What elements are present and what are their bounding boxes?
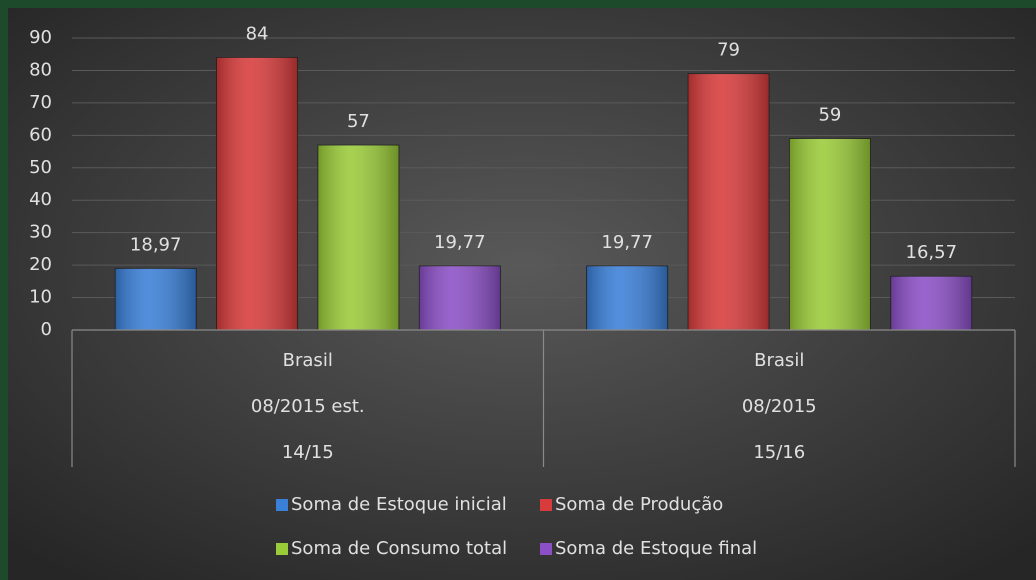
x-tick-label: 14/15: [282, 442, 334, 463]
legend-swatch: [276, 499, 288, 511]
data-label: 16,57: [906, 242, 958, 263]
y-tick-label: 40: [29, 189, 52, 210]
y-tick-label: 80: [29, 59, 52, 80]
y-tick-label: 70: [29, 92, 52, 113]
y-tick-label: 20: [29, 254, 52, 275]
x-tick-label: Brasil: [754, 350, 804, 371]
data-label: 59: [818, 105, 841, 126]
x-tick-label: Brasil: [283, 350, 333, 371]
bar-shine: [317, 145, 399, 330]
bar-shine: [419, 265, 501, 330]
x-tick-label: 15/16: [753, 442, 805, 463]
y-tick-label: 30: [29, 222, 52, 243]
y-tick-label: 50: [29, 157, 52, 178]
bar-shine: [586, 265, 668, 330]
y-tick-label: 60: [29, 124, 52, 145]
data-label: 19,77: [434, 232, 486, 253]
data-label: 84: [246, 23, 269, 44]
legend-label: Soma de Estoque final: [555, 538, 757, 559]
bar-shine: [216, 57, 298, 330]
data-label: 57: [347, 111, 370, 132]
bar-shine: [688, 73, 770, 330]
y-tick-label: 0: [41, 319, 52, 340]
data-label: 79: [717, 40, 740, 61]
legend-swatch: [540, 543, 552, 555]
legend-swatch: [276, 543, 288, 555]
data-label: 18,97: [130, 234, 182, 255]
legend-label: Soma de Produção: [555, 494, 723, 515]
bar-shine: [789, 138, 871, 330]
y-tick-label: 90: [29, 27, 52, 48]
data-label: 19,77: [601, 232, 653, 253]
x-tick-label: 08/2015 est.: [251, 396, 365, 417]
x-tick-label: 08/2015: [742, 396, 817, 417]
legend-label: Soma de Consumo total: [291, 538, 507, 559]
legend-swatch: [540, 499, 552, 511]
bar-shine: [115, 268, 197, 330]
y-tick-label: 10: [29, 287, 52, 308]
bar-shine: [890, 276, 972, 330]
legend-label: Soma de Estoque inicial: [291, 494, 507, 515]
